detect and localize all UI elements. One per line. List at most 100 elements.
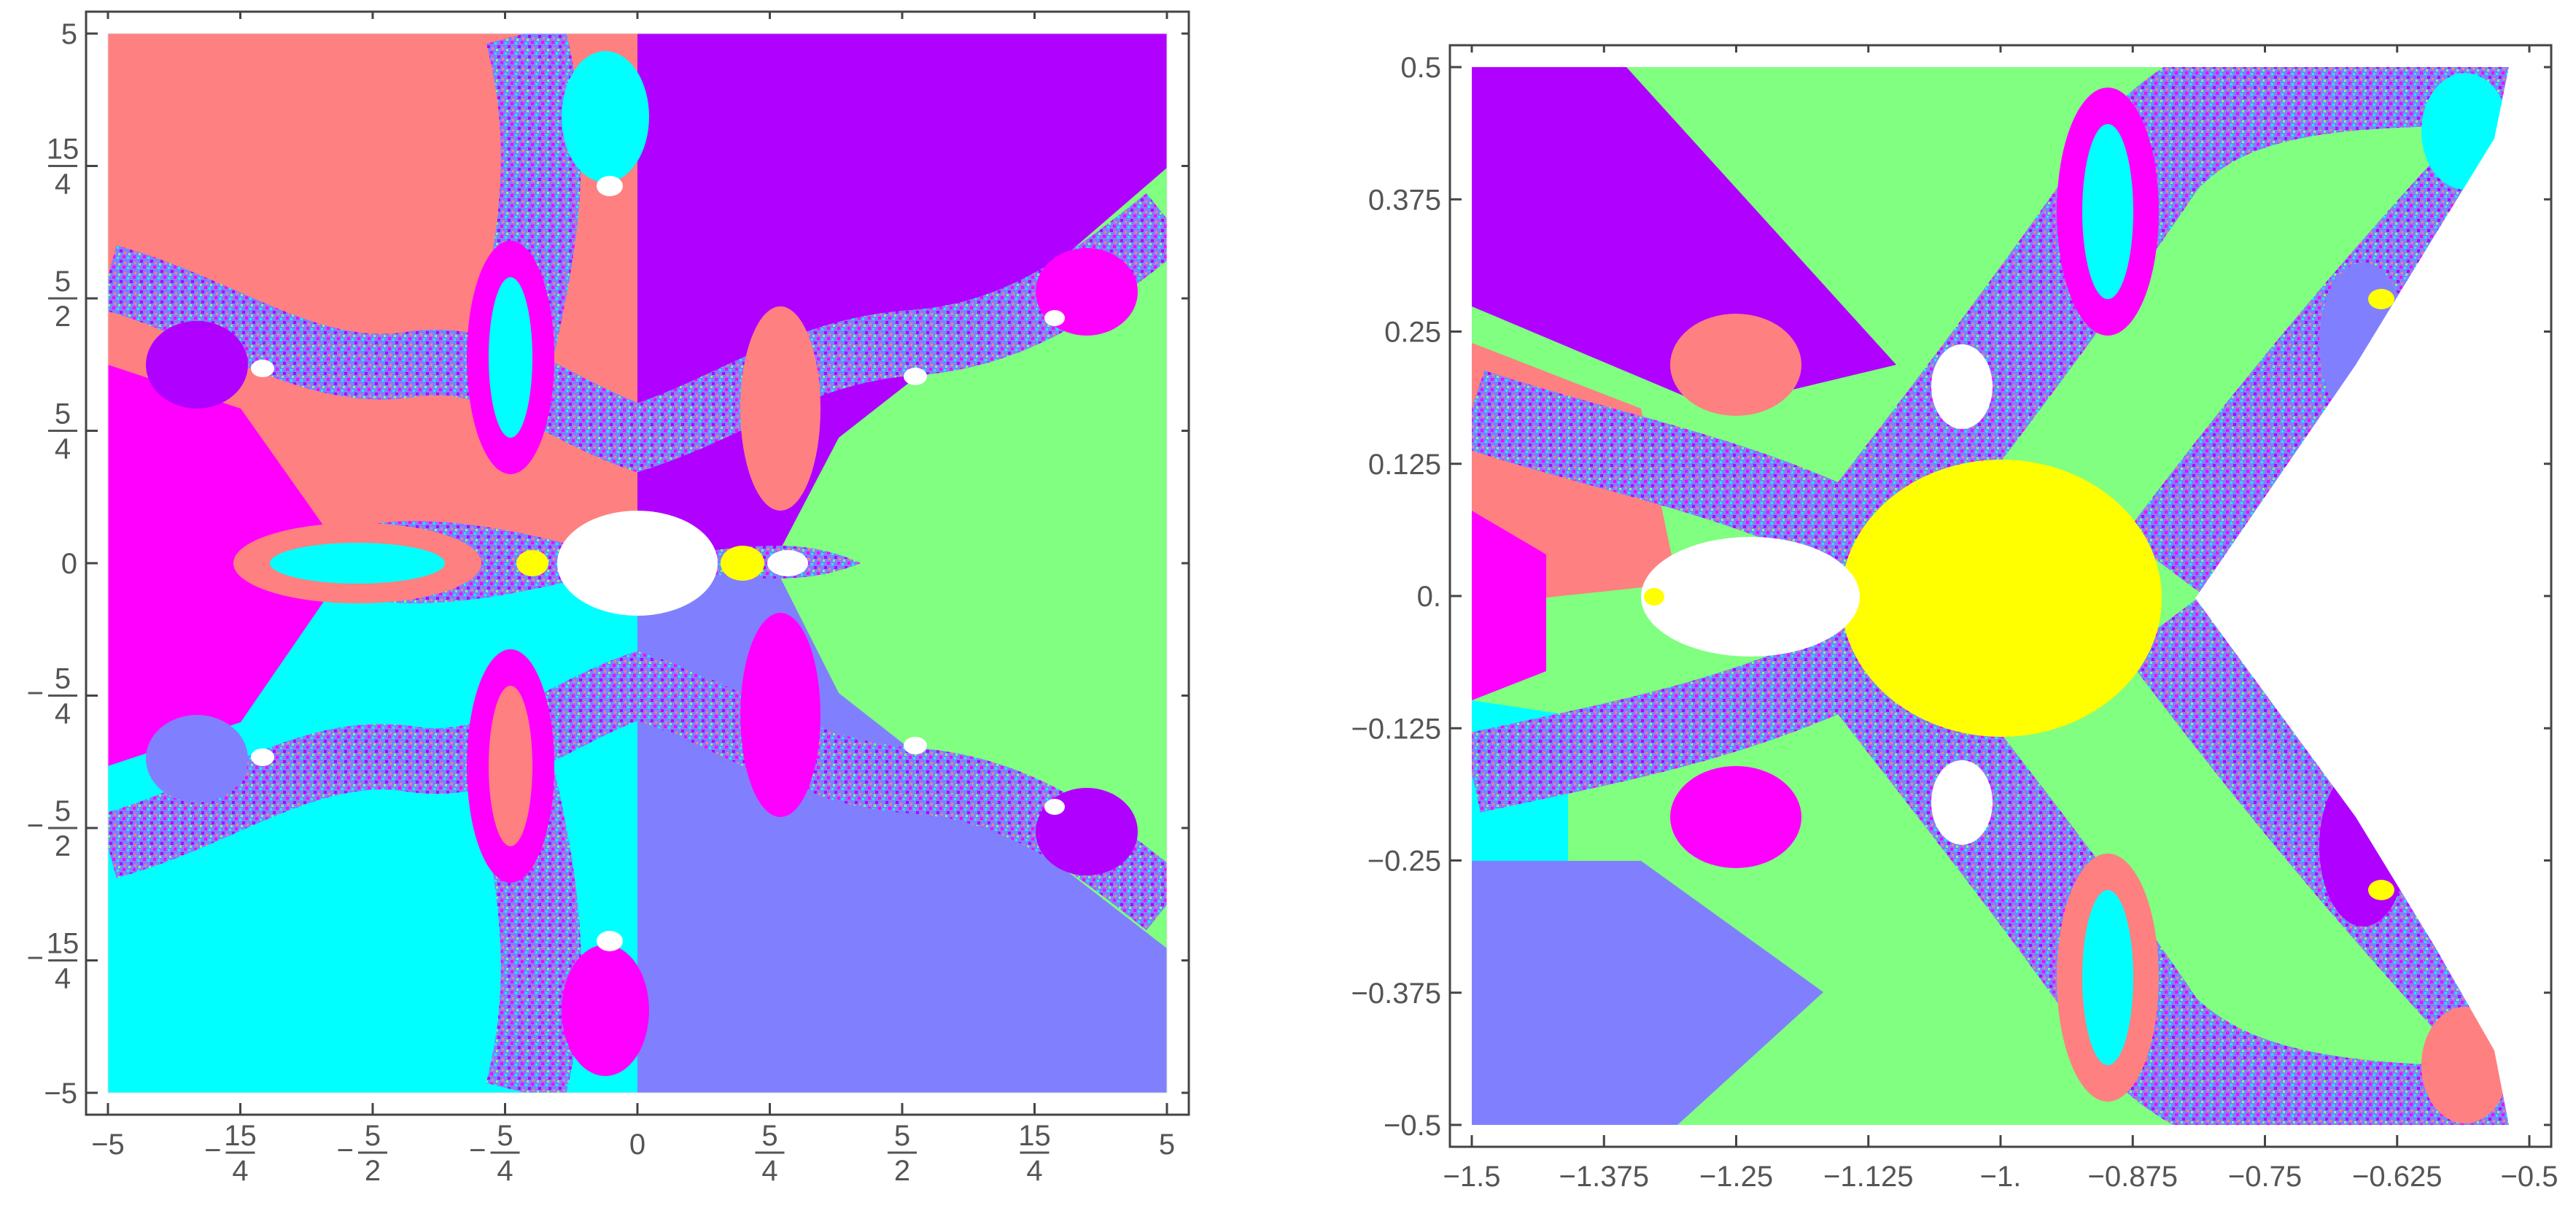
x-tick-label-2: −1.25	[1699, 1161, 1773, 1193]
svg-text:−1.375: −1.375	[1559, 1161, 1649, 1193]
basin-center-left	[1641, 537, 1860, 657]
svg-text:−: −	[27, 943, 44, 975]
x-tick-label-3: −54	[469, 1120, 520, 1187]
y-tick-label-2: 0.25	[1384, 317, 1441, 349]
svg-text:4: 4	[761, 1155, 777, 1187]
x-tick-label-0: −5	[91, 1129, 125, 1161]
svg-text:5: 5	[497, 1120, 513, 1152]
svg-text:0.25: 0.25	[1384, 317, 1441, 349]
basin-bottom-left	[1472, 861, 1823, 1125]
svg-text:4: 4	[1026, 1155, 1042, 1187]
svg-text:5: 5	[1159, 1129, 1175, 1161]
x-tick-label-4: −1.	[1980, 1161, 2022, 1193]
svg-text:4: 4	[497, 1155, 513, 1187]
svg-text:−0.25: −0.25	[1367, 846, 1441, 878]
svg-text:0.5: 0.5	[1400, 52, 1441, 84]
basin-center-right	[721, 546, 764, 581]
y-tick-label-4: 0	[61, 548, 77, 580]
x-tick-label-5: 54	[755, 1120, 785, 1187]
plot-1-image	[108, 34, 1167, 1093]
svg-text:−0.375: −0.375	[1351, 978, 1441, 1010]
svg-text:0.: 0.	[1417, 581, 1441, 613]
plot-2-axes: −1.5 −1.375 −1.25 −1.125 −1. −0.875 −0.75 −0.62…	[1351, 45, 2558, 1193]
x-tick-label-5: −0.875	[2088, 1161, 2178, 1193]
y-tick-label-6: −0.25	[1367, 846, 1441, 878]
svg-text:2: 2	[365, 1155, 381, 1187]
svg-text:−0.5: −0.5	[1384, 1110, 1441, 1142]
svg-text:2: 2	[55, 301, 71, 333]
svg-text:2: 2	[55, 830, 71, 862]
x-tick-label-3: −1.125	[1823, 1161, 1913, 1193]
x-tick-label-6: 52	[888, 1120, 917, 1187]
y-tick-label-0: 5	[61, 18, 77, 50]
svg-text:4: 4	[55, 963, 71, 995]
basin-center	[557, 511, 718, 616]
y-tick-label-8: −5	[44, 1077, 77, 1110]
svg-text:−: −	[337, 1134, 354, 1166]
svg-text:5: 5	[55, 795, 71, 827]
y-tick-label-5: −54	[27, 663, 77, 730]
basin-right-small	[767, 550, 808, 576]
svg-text:−: −	[469, 1134, 486, 1166]
y-tick-label-7: −0.375	[1351, 978, 1441, 1010]
svg-text:15: 15	[47, 134, 79, 166]
svg-text:0: 0	[629, 1129, 645, 1161]
basin-center	[1841, 460, 2162, 737]
svg-text:0.125: 0.125	[1368, 449, 1441, 481]
x-tick-label-6: −0.75	[2228, 1161, 2302, 1193]
x-tick-label-1: −154	[204, 1120, 257, 1187]
svg-text:4: 4	[232, 1155, 248, 1187]
plot-1-lobes	[146, 51, 1138, 1076]
svg-text:−: −	[27, 678, 44, 710]
svg-text:−1.25: −1.25	[1699, 1161, 1773, 1193]
svg-text:−1.5: −1.5	[1443, 1161, 1501, 1193]
svg-text:−0.125: −0.125	[1351, 713, 1441, 745]
x-tick-label-8: −0.5	[2501, 1161, 2558, 1193]
svg-text:5: 5	[55, 398, 71, 430]
y-tick-label-4: 0.	[1417, 581, 1441, 613]
basin-top-left	[1472, 67, 1896, 409]
svg-text:5: 5	[894, 1120, 910, 1152]
svg-text:−: −	[204, 1134, 221, 1166]
y-tick-label-2: 52	[48, 266, 77, 333]
svg-text:−0.875: −0.875	[2088, 1161, 2178, 1193]
y-tick-label-8: −0.5	[1384, 1110, 1441, 1142]
svg-text:−1.: −1.	[1980, 1161, 2022, 1193]
svg-text:−0.75: −0.75	[2228, 1161, 2302, 1193]
y-tick-label-0: 0.5	[1400, 52, 1441, 84]
x-tick-label-8: 5	[1159, 1129, 1175, 1161]
svg-text:−1.125: −1.125	[1823, 1161, 1913, 1193]
plot-2-exterior	[2195, 67, 2529, 1125]
y-tick-label-1: 0.375	[1368, 184, 1441, 216]
svg-text:5: 5	[761, 1120, 777, 1152]
y-tick-label-5: −0.125	[1351, 713, 1441, 745]
svg-text:5: 5	[55, 266, 71, 298]
svg-text:0.375: 0.375	[1368, 184, 1441, 216]
y-tick-label-3: 54	[48, 398, 77, 465]
x-tick-label-4: 0	[629, 1129, 645, 1161]
svg-text:−0.625: −0.625	[2352, 1161, 2442, 1193]
svg-text:−: −	[27, 810, 44, 842]
svg-text:5: 5	[61, 18, 77, 50]
svg-text:4: 4	[55, 698, 71, 730]
y-tick-label-3: 0.125	[1368, 449, 1441, 481]
svg-text:5: 5	[365, 1120, 381, 1152]
x-tick-label-2: −52	[337, 1120, 387, 1187]
y-tick-label-6: −52	[27, 795, 77, 862]
basin-left	[108, 365, 350, 766]
x-tick-label-1: −1.375	[1559, 1161, 1649, 1193]
svg-text:2: 2	[894, 1155, 910, 1187]
svg-text:15: 15	[224, 1120, 257, 1152]
basin-left-magenta	[1472, 511, 1546, 700]
basin-right	[773, 168, 1167, 948]
x-tick-label-7: 154	[1018, 1120, 1051, 1187]
x-tick-label-7: −0.625	[2352, 1161, 2442, 1193]
x-tick-label-0: −1.5	[1443, 1161, 1501, 1193]
svg-text:4: 4	[55, 169, 71, 201]
svg-text:−0.5: −0.5	[2501, 1161, 2558, 1193]
svg-text:−5: −5	[44, 1077, 77, 1110]
basin-center-left-small	[516, 550, 548, 576]
y-tick-label-1: 154	[47, 134, 79, 201]
